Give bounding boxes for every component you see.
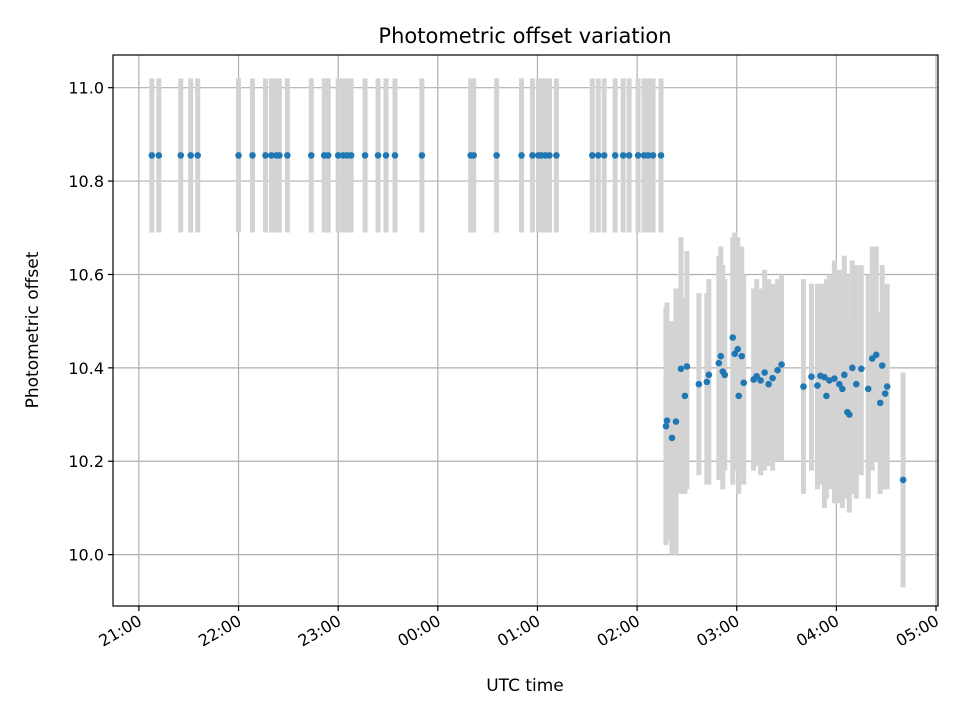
plot-frame [112, 54, 939, 607]
data-point-0-6 [249, 152, 256, 159]
data-point-1-23 [761, 369, 768, 376]
data-point-1-24 [765, 380, 772, 388]
data-point-1-36 [836, 380, 843, 388]
y-tick-label-5: 11.0 [68, 79, 104, 98]
data-point-1-46 [872, 351, 880, 359]
data-point-0-20 [374, 152, 382, 159]
data-point-0-38 [619, 152, 627, 159]
data-point-1-48 [878, 362, 886, 369]
data-point-1-16 [734, 345, 742, 353]
data-point-0-34 [588, 152, 596, 159]
data-point-1-33 [823, 392, 830, 400]
data-point-0-44 [657, 152, 665, 159]
y-tick-label-2: 10.4 [68, 359, 104, 378]
data-point-0-21 [382, 152, 390, 159]
data-point-1-11 [717, 352, 725, 360]
data-point-1-26 [774, 366, 781, 374]
data-point-0-43 [649, 152, 657, 159]
data-point-0-33 [553, 152, 560, 159]
data-point-1-17 [735, 392, 743, 400]
data-point-0-26 [493, 152, 500, 159]
y-tick-label-1: 10.2 [68, 452, 104, 471]
data-point-1-29 [808, 373, 815, 381]
data-point-1-10 [715, 359, 723, 367]
y-axis-ticks: 10.0 10.2 10.4 10.6 10.8 11.0 [68, 79, 113, 565]
data-point-0-35 [594, 152, 602, 159]
data-point-0-4 [194, 152, 201, 159]
data-point-1-38 [841, 371, 848, 379]
data-point-0-2 [177, 152, 185, 159]
data-point-1-34 [826, 377, 833, 384]
y-axis-label: Photometric offset [23, 251, 43, 408]
data-point-0-11 [284, 152, 291, 159]
data-point-0-19 [361, 152, 369, 159]
data-point-0-7 [262, 152, 269, 159]
data-point-1-30 [814, 382, 821, 389]
data-point-1-1 [663, 417, 671, 424]
data-point-0-18 [347, 152, 355, 159]
data-point-0-8 [268, 152, 275, 159]
data-point-1-43 [857, 365, 865, 373]
data-point-1-27 [778, 361, 785, 368]
data-point-0-12 [307, 152, 315, 159]
data-point-1-44 [864, 385, 872, 393]
data-point-0-25 [470, 152, 477, 159]
data-point-1-7 [695, 380, 703, 388]
data-point-1-42 [852, 380, 860, 388]
data-point-0-27 [518, 152, 525, 159]
data-point-1-3 [672, 418, 680, 425]
data-point-1-6 [683, 363, 691, 370]
data-point-0-22 [391, 152, 399, 159]
data-point-1-51 [899, 476, 907, 484]
data-point-0-10 [276, 152, 283, 159]
data-point-1-25 [769, 374, 776, 382]
data-point-1-40 [846, 411, 853, 418]
data-point-1-18 [738, 352, 746, 360]
chart-title: Photometric offset variation [378, 24, 671, 48]
data-point-1-4 [677, 365, 685, 373]
data-point-1-32 [821, 373, 828, 381]
data-point-0-14 [324, 152, 332, 159]
data-point-0-28 [529, 152, 536, 159]
data-points [148, 152, 907, 484]
data-point-1-13 [721, 371, 729, 379]
data-point-1-28 [800, 383, 807, 390]
data-point-1-21 [753, 372, 760, 380]
data-point-0-3 [187, 152, 195, 159]
data-point-0-37 [611, 152, 619, 159]
x-axis-label: UTC time [486, 676, 564, 696]
data-point-0-39 [625, 152, 633, 159]
y-tick-label-0: 10.0 [68, 546, 104, 565]
data-point-1-8 [703, 378, 711, 386]
data-point-1-22 [757, 377, 764, 384]
data-point-1-0 [662, 422, 670, 430]
data-point-1-47 [876, 399, 884, 407]
data-point-0-1 [155, 152, 163, 159]
data-point-1-35 [831, 375, 838, 382]
data-point-1-9 [705, 371, 713, 379]
data-point-1-2 [668, 434, 676, 442]
data-point-0-36 [600, 152, 608, 159]
data-point-0-15 [334, 152, 342, 159]
data-point-1-19 [740, 379, 748, 387]
data-point-1-49 [881, 390, 889, 397]
data-point-0-32 [546, 152, 553, 159]
data-point-1-50 [883, 383, 891, 390]
data-point-0-5 [235, 152, 242, 159]
data-point-0-40 [634, 152, 642, 159]
y-tick-label-3: 10.6 [68, 265, 104, 284]
data-point-1-14 [729, 334, 737, 341]
data-point-0-23 [418, 152, 426, 159]
data-point-1-37 [839, 385, 846, 393]
data-point-0-0 [148, 152, 156, 159]
data-point-1-15 [731, 350, 739, 358]
y-tick-label-4: 10.8 [68, 172, 104, 191]
data-point-0-42 [644, 152, 652, 159]
data-point-1-41 [849, 364, 856, 372]
data-point-1-5 [681, 392, 689, 400]
